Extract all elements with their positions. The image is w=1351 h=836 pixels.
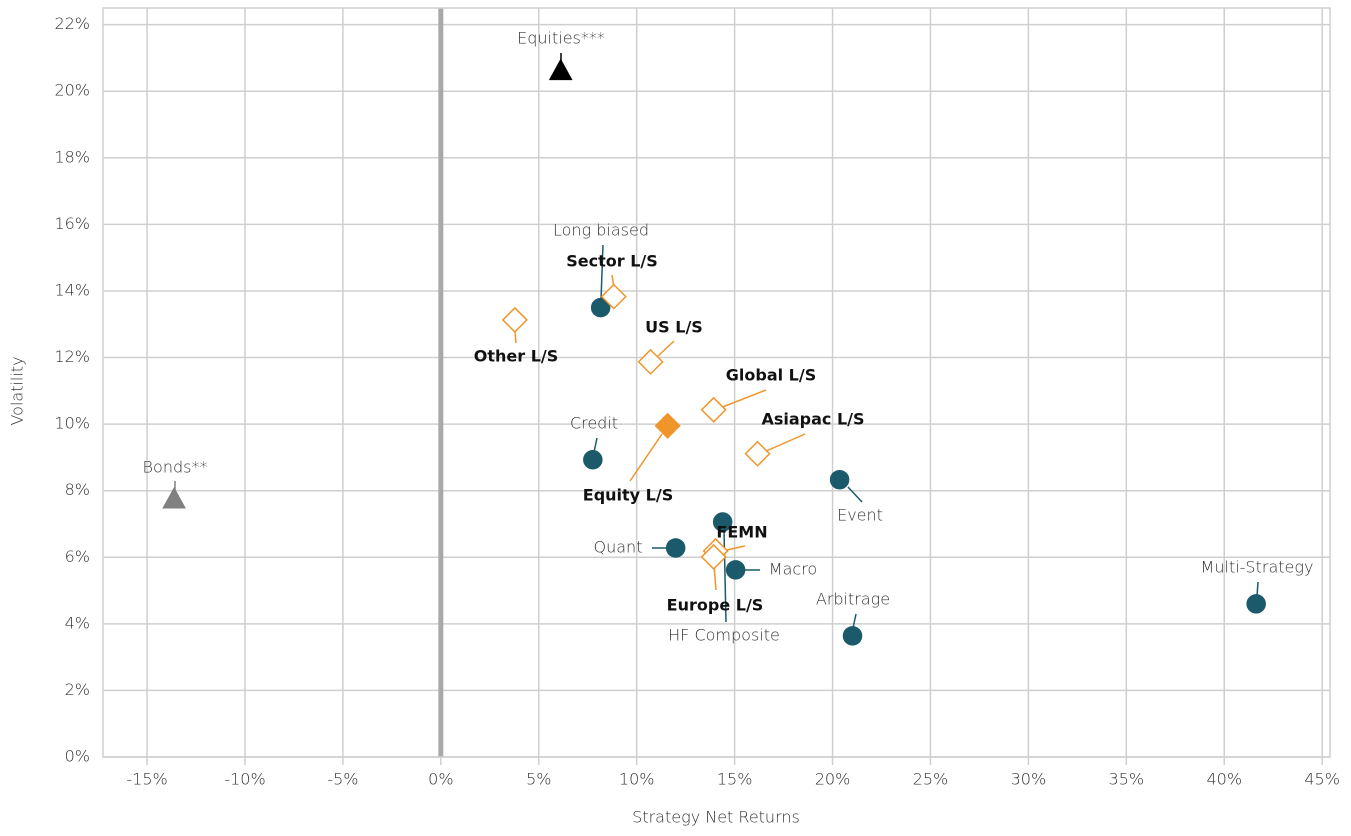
point-label: Asiapac L/S: [761, 410, 864, 429]
point: [712, 512, 733, 532]
leader-line: [763, 433, 806, 453]
leader-line: [593, 437, 598, 453]
x-tick-label: 5%: [526, 770, 551, 789]
leader-line: [847, 486, 863, 503]
point: [700, 396, 727, 423]
y-tick-label: 0%: [65, 747, 90, 766]
point-label: Arbitrage: [816, 590, 890, 609]
point-label: Equities***: [517, 29, 605, 48]
x-axis-title: Strategy Net Returns: [632, 808, 800, 827]
leader-line: [629, 433, 663, 482]
point: [590, 297, 611, 318]
point: [162, 486, 186, 509]
y-tick-label: 22%: [54, 14, 90, 33]
leader-line: [723, 529, 727, 623]
point-label: Quant: [594, 538, 643, 557]
point: [842, 626, 863, 646]
point-label: Long biased: [553, 221, 649, 240]
x-tick-label: 35%: [1109, 770, 1145, 789]
point: [829, 469, 850, 490]
point-label: Bonds**: [143, 458, 208, 477]
x-tick-label: -15%: [126, 770, 167, 789]
x-tick-label: 25%: [913, 770, 949, 789]
leader-line: [600, 244, 604, 301]
leader-line: [657, 340, 675, 357]
point-label: Other L/S: [474, 347, 559, 366]
point: [548, 58, 573, 81]
y-tick-label: 14%: [54, 280, 90, 299]
y-tick-label: 8%: [65, 480, 90, 499]
x-tick-label: 45%: [1304, 770, 1340, 789]
leader-line: [852, 613, 857, 629]
point-label: US L/S: [645, 318, 703, 337]
point-label: HF Composite: [668, 626, 780, 645]
point-label: Macro: [769, 560, 817, 579]
point-label: Europe L/S: [667, 596, 764, 615]
x-tick-label: 10%: [619, 770, 655, 789]
point: [583, 449, 603, 470]
point-label: Event: [837, 506, 883, 525]
point-label: Global L/S: [726, 366, 816, 385]
point-label: Sector L/S: [566, 252, 658, 271]
y-tick-label: 4%: [65, 613, 90, 632]
point: [501, 306, 528, 333]
y-tick-label: 2%: [65, 680, 90, 699]
point-label: FEMN: [716, 523, 767, 542]
y-tick-label: 20%: [54, 81, 90, 100]
point-label: Credit: [570, 414, 618, 433]
point: [700, 543, 727, 570]
point: [637, 348, 664, 375]
point: [654, 412, 681, 439]
leader-line: [514, 331, 517, 344]
point: [665, 538, 686, 558]
x-tick-label: 40%: [1206, 770, 1242, 789]
y-tick-label: 16%: [54, 214, 90, 233]
plot-frame: [102, 7, 1331, 758]
x-tick-label: 30%: [1011, 770, 1047, 789]
x-tick-label: 15%: [717, 770, 753, 789]
x-tick-label: -5%: [327, 770, 358, 789]
point-label: Multi-Strategy: [1201, 558, 1314, 577]
y-tick-label: 12%: [54, 347, 90, 366]
x-tick-label: 20%: [815, 770, 851, 789]
point: [1246, 594, 1266, 614]
point: [600, 283, 627, 310]
y-tick-label: 18%: [54, 147, 90, 166]
point-label: Equity L/S: [583, 486, 673, 505]
point: [725, 560, 746, 580]
leader-line: [719, 389, 767, 409]
leader-line: [1256, 581, 1259, 597]
y-tick-label: 6%: [65, 547, 90, 566]
y-tick-label: 10%: [54, 414, 90, 433]
x-tick-label: 0%: [428, 770, 453, 789]
point: [744, 440, 771, 467]
y-axis-title: Volatility: [8, 356, 27, 425]
x-tick-label: -10%: [224, 770, 265, 789]
